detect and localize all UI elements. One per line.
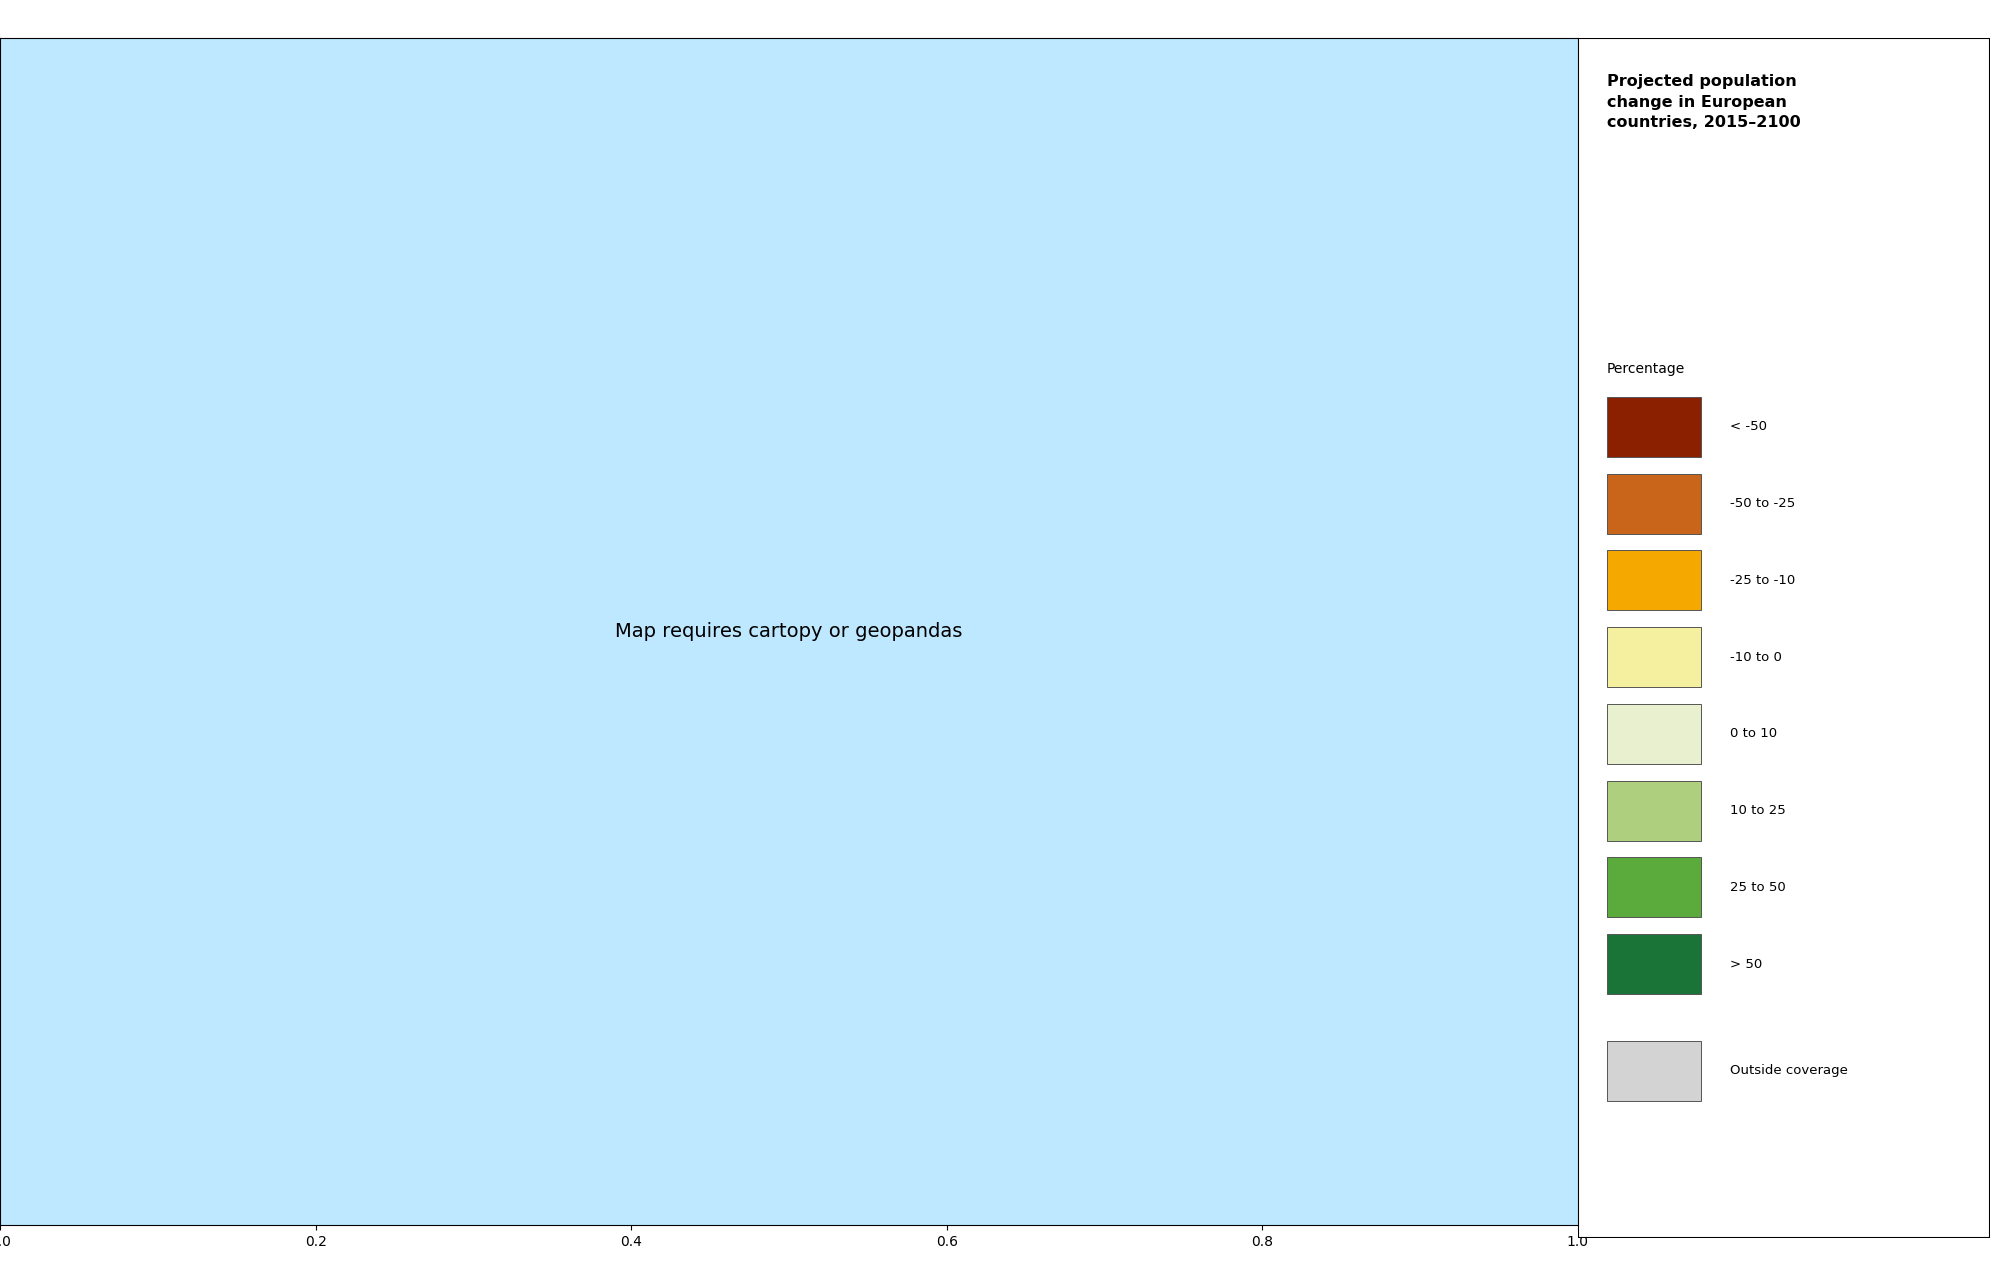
FancyBboxPatch shape	[1606, 473, 1700, 533]
Text: 0 to 10: 0 to 10	[1731, 727, 1777, 740]
Text: -25 to -10: -25 to -10	[1731, 574, 1795, 587]
Text: -10 to 0: -10 to 0	[1731, 651, 1783, 664]
Text: Projected population
change in European
countries, 2015–2100: Projected population change in European …	[1606, 74, 1801, 130]
Text: Map requires cartopy or geopandas: Map requires cartopy or geopandas	[615, 623, 963, 641]
Text: 25 to 50: 25 to 50	[1731, 880, 1787, 894]
FancyBboxPatch shape	[1606, 934, 1700, 994]
FancyBboxPatch shape	[1606, 704, 1700, 764]
Text: Percentage: Percentage	[1606, 362, 1684, 376]
FancyBboxPatch shape	[1606, 1041, 1700, 1101]
FancyBboxPatch shape	[1606, 857, 1700, 917]
Text: > 50: > 50	[1731, 958, 1763, 971]
FancyBboxPatch shape	[1578, 38, 1990, 1238]
FancyBboxPatch shape	[1606, 781, 1700, 841]
FancyBboxPatch shape	[1606, 550, 1700, 610]
Text: < -50: < -50	[1731, 420, 1767, 434]
Text: Outside coverage: Outside coverage	[1731, 1064, 1847, 1077]
FancyBboxPatch shape	[1606, 397, 1700, 457]
Text: 10 to 25: 10 to 25	[1731, 804, 1787, 817]
Text: -50 to -25: -50 to -25	[1731, 498, 1795, 510]
FancyBboxPatch shape	[1606, 628, 1700, 688]
